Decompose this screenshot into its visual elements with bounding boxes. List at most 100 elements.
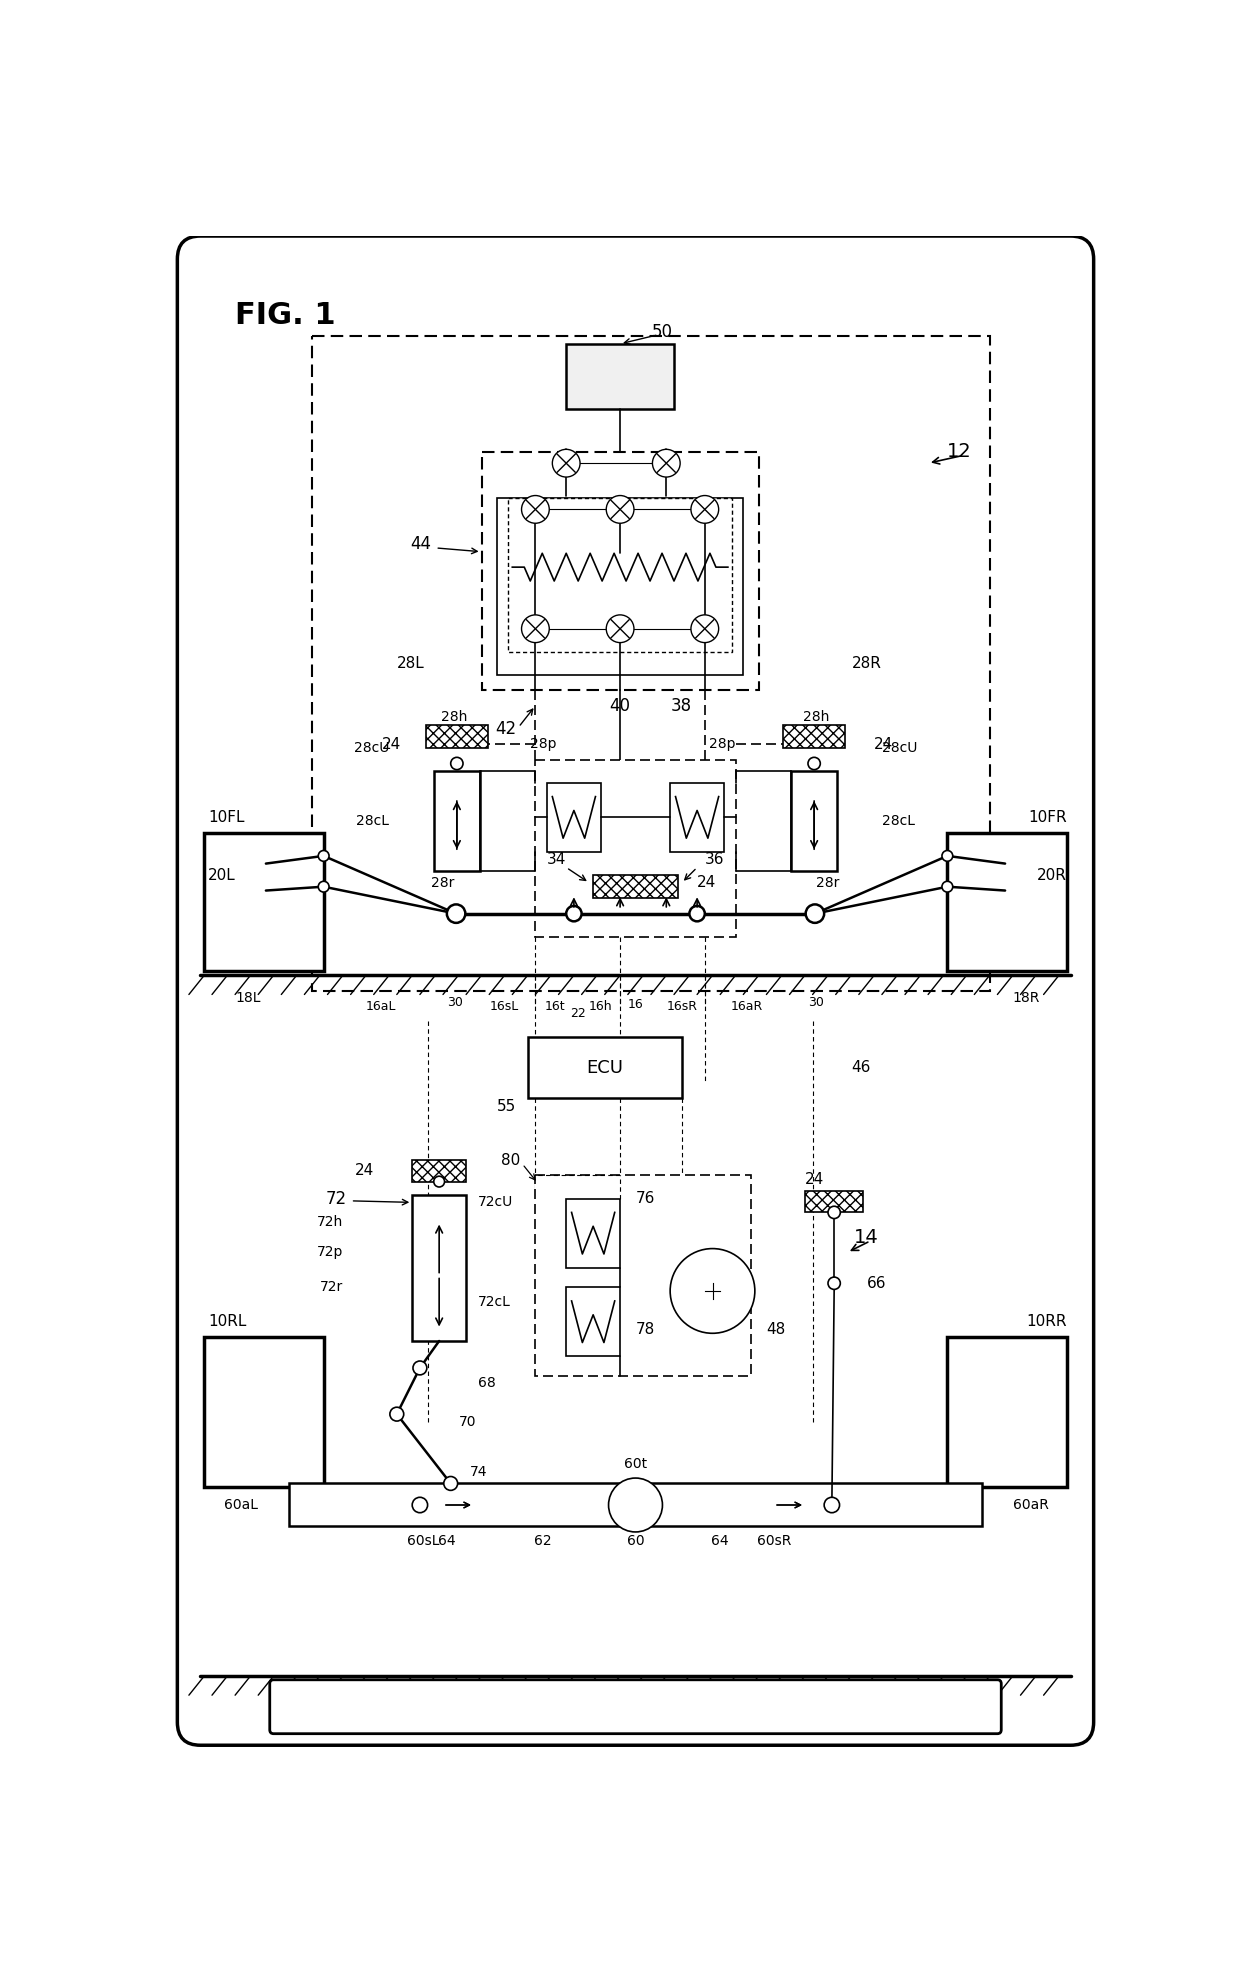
Bar xyxy=(508,498,732,651)
Circle shape xyxy=(446,905,465,923)
Circle shape xyxy=(942,881,952,893)
Bar xyxy=(547,783,601,852)
Text: 76: 76 xyxy=(635,1192,655,1206)
Bar xyxy=(427,726,487,747)
Circle shape xyxy=(652,448,681,478)
Text: 46: 46 xyxy=(851,1060,870,1076)
Text: 60sR: 60sR xyxy=(756,1534,791,1548)
Text: 16h: 16h xyxy=(589,999,613,1013)
Circle shape xyxy=(389,1406,404,1420)
Bar xyxy=(567,1198,620,1269)
Text: 28cU: 28cU xyxy=(353,742,389,755)
Text: 18L: 18L xyxy=(236,991,260,1005)
Text: 28r: 28r xyxy=(816,875,839,889)
Text: 64: 64 xyxy=(438,1534,455,1548)
Text: 24: 24 xyxy=(355,1162,373,1178)
Bar xyxy=(205,1338,324,1487)
Text: 60aR: 60aR xyxy=(1013,1499,1049,1513)
Text: 48: 48 xyxy=(766,1322,786,1338)
Text: 18R: 18R xyxy=(1012,991,1040,1005)
Bar xyxy=(947,1338,1066,1487)
Circle shape xyxy=(552,448,580,478)
Text: 74: 74 xyxy=(470,1465,487,1479)
Text: 44: 44 xyxy=(410,535,432,553)
Text: 36: 36 xyxy=(704,852,724,867)
Text: 28p: 28p xyxy=(529,738,557,751)
Circle shape xyxy=(412,1497,428,1513)
Circle shape xyxy=(413,1361,427,1375)
Text: 40: 40 xyxy=(610,696,631,714)
Circle shape xyxy=(670,1249,755,1334)
Text: 28R: 28R xyxy=(852,655,882,671)
Text: 24: 24 xyxy=(874,738,894,751)
Bar xyxy=(412,1194,466,1341)
Circle shape xyxy=(450,757,463,769)
Text: 72: 72 xyxy=(326,1190,347,1208)
Text: 24: 24 xyxy=(697,875,717,891)
Circle shape xyxy=(689,907,704,921)
Circle shape xyxy=(828,1206,841,1220)
Text: 78: 78 xyxy=(635,1322,655,1338)
Text: 16: 16 xyxy=(627,997,644,1011)
Text: 28p: 28p xyxy=(709,738,735,751)
Circle shape xyxy=(319,881,329,893)
Text: 28h: 28h xyxy=(441,710,467,724)
Text: 30: 30 xyxy=(446,995,463,1009)
Circle shape xyxy=(806,905,825,923)
Circle shape xyxy=(691,616,719,643)
Circle shape xyxy=(606,496,634,523)
Text: 14: 14 xyxy=(854,1227,879,1247)
Text: 64: 64 xyxy=(712,1534,729,1548)
Circle shape xyxy=(444,1477,458,1491)
Bar xyxy=(791,771,837,871)
Text: 10FL: 10FL xyxy=(208,810,244,824)
Bar xyxy=(481,452,759,690)
Text: 20L: 20L xyxy=(208,867,236,883)
Text: 12: 12 xyxy=(946,443,971,460)
FancyBboxPatch shape xyxy=(270,1680,1001,1733)
Text: 16sR: 16sR xyxy=(666,999,697,1013)
Text: 72cL: 72cL xyxy=(477,1296,511,1310)
Text: 10RL: 10RL xyxy=(208,1314,247,1330)
Text: 28cL: 28cL xyxy=(882,814,915,828)
Circle shape xyxy=(825,1497,839,1513)
Circle shape xyxy=(319,850,329,862)
Circle shape xyxy=(606,616,634,643)
Bar xyxy=(536,1176,751,1375)
Circle shape xyxy=(691,496,719,523)
Text: 70: 70 xyxy=(459,1414,476,1428)
Text: 80: 80 xyxy=(501,1153,520,1168)
Bar xyxy=(497,498,743,675)
Bar xyxy=(567,344,675,409)
Bar xyxy=(784,726,844,747)
Text: 30: 30 xyxy=(808,995,825,1009)
Text: 60aL: 60aL xyxy=(224,1499,258,1513)
Bar xyxy=(312,336,990,991)
Text: 60sL: 60sL xyxy=(408,1534,440,1548)
Circle shape xyxy=(942,850,952,862)
Text: 16aL: 16aL xyxy=(366,999,397,1013)
Bar xyxy=(412,1161,466,1182)
Circle shape xyxy=(522,616,549,643)
Bar xyxy=(528,1037,682,1098)
Text: 66: 66 xyxy=(867,1277,887,1290)
FancyBboxPatch shape xyxy=(177,236,1094,1745)
Bar xyxy=(567,1286,620,1357)
Bar xyxy=(536,759,735,936)
Circle shape xyxy=(522,496,549,523)
Text: 34: 34 xyxy=(547,852,567,867)
Bar xyxy=(205,832,324,972)
Text: 50: 50 xyxy=(652,323,673,342)
Circle shape xyxy=(434,1176,444,1186)
Bar xyxy=(434,771,480,871)
Text: 72r: 72r xyxy=(320,1281,343,1294)
Text: 24: 24 xyxy=(382,738,401,751)
Text: 72cU: 72cU xyxy=(477,1196,513,1210)
Text: 28h: 28h xyxy=(804,710,830,724)
Circle shape xyxy=(567,907,582,921)
Text: 60: 60 xyxy=(626,1534,645,1548)
Bar xyxy=(670,783,724,852)
Bar xyxy=(289,1483,982,1526)
Text: 62: 62 xyxy=(534,1534,552,1548)
Text: 72h: 72h xyxy=(316,1216,343,1229)
